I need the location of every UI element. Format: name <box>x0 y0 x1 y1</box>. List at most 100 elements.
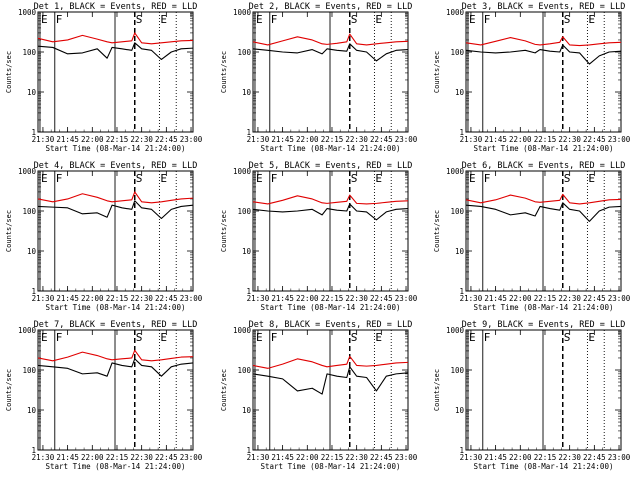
x-tick-label: 22:45 <box>370 453 393 462</box>
y-tick-label: 1 <box>459 287 464 296</box>
x-tick-label: 21:30 <box>460 453 483 462</box>
flag-label: S <box>351 331 358 344</box>
panel-title: Det 5, BLACK = Events, RED = LLD <box>249 161 413 171</box>
x-tick-label: 22:45 <box>155 135 178 144</box>
flag-label: E <box>256 13 263 26</box>
flag-label: S <box>136 172 143 185</box>
plot-frame <box>37 11 194 133</box>
x-tick-label: 22:15 <box>106 294 129 303</box>
y-tick-label: 100 <box>22 207 36 216</box>
x-tick-label: 22:45 <box>155 453 178 462</box>
y-tick-label: 1000 <box>233 167 252 176</box>
chart-panel-9: Det 9, BLACK = Events, RED = LLD 1 10 100 10… <box>433 320 631 471</box>
x-axis-label: Start Time (08-Mar-14 21:24:00) <box>261 144 401 153</box>
y-tick-label: 100 <box>450 48 464 57</box>
panel-title: Det 4, BLACK = Events, RED = LLD <box>34 161 198 171</box>
flag-label: E <box>160 172 167 185</box>
x-tick-label: 22:30 <box>558 453 581 462</box>
series-line-events <box>252 366 409 395</box>
chart-panel-4: Det 4, BLACK = Events, RED = LLD 1 10 100 10… <box>5 161 203 312</box>
flag-label: E <box>160 13 167 26</box>
x-tick-label: 22:00 <box>81 135 104 144</box>
y-tick-label: 1 <box>459 446 464 455</box>
x-tick-label: 21:30 <box>32 135 55 144</box>
plot-frame <box>37 170 194 292</box>
x-tick-label: 22:15 <box>106 453 129 462</box>
flag-label: S <box>136 331 143 344</box>
x-tick-label: 22:00 <box>81 453 104 462</box>
y-axis-label: Counts/sec <box>433 369 441 411</box>
panel-title: Det 6, BLACK = Events, RED = LLD <box>462 161 626 171</box>
x-tick-label: 22:30 <box>130 453 153 462</box>
series-line-lld <box>252 355 409 369</box>
x-tick-label: 23:00 <box>395 453 418 462</box>
x-axis-label: Start Time (08-Mar-14 21:24:00) <box>46 303 186 312</box>
chart-panel-5: Det 5, BLACK = Events, RED = LLD 1 10 100 10… <box>220 161 418 312</box>
series-line-events <box>37 358 194 377</box>
flag-label: E <box>41 13 48 26</box>
y-tick-label: 10 <box>455 247 465 256</box>
y-tick-label: 1 <box>246 128 251 137</box>
flag-label: F <box>484 331 491 344</box>
y-axis-label: Counts/sec <box>5 369 13 411</box>
flag-label: E <box>469 331 476 344</box>
y-axis-label: Counts/sec <box>220 51 228 93</box>
x-tick-label: 23:00 <box>608 135 631 144</box>
y-tick-label: 100 <box>237 48 251 57</box>
y-axis-label: Counts/sec <box>5 51 13 93</box>
chart-panel-2: Det 2, BLACK = Events, RED = LLD 1 10 100 10… <box>220 2 418 153</box>
y-tick-label: 1 <box>31 128 36 137</box>
flag-label: E <box>256 172 263 185</box>
x-tick-label: 22:45 <box>583 453 606 462</box>
flag-label: F <box>484 172 491 185</box>
x-tick-label: 22:15 <box>534 453 557 462</box>
x-tick-label: 21:30 <box>32 294 55 303</box>
x-tick-label: 23:00 <box>180 453 203 462</box>
y-axis-label: Counts/sec <box>433 51 441 93</box>
flag-label: E <box>375 331 382 344</box>
y-tick-label: 1000 <box>446 167 465 176</box>
series-line-lld <box>37 32 194 45</box>
series-line-events <box>252 203 409 221</box>
x-axis-label: Start Time (08-Mar-14 21:24:00) <box>474 144 614 153</box>
x-tick-label: 21:45 <box>484 135 507 144</box>
chart-panel-6: Det 6, BLACK = Events, RED = LLD 1 10 100 10… <box>433 161 631 312</box>
x-tick-label: 22:30 <box>345 294 368 303</box>
series-line-events <box>37 42 194 61</box>
y-tick-label: 10 <box>455 406 465 415</box>
y-tick-label: 1000 <box>18 167 37 176</box>
x-tick-label: 22:00 <box>81 294 104 303</box>
y-tick-label: 1 <box>31 446 36 455</box>
y-tick-label: 10 <box>242 247 252 256</box>
y-axis-label: Counts/sec <box>220 369 228 411</box>
x-tick-label: 23:00 <box>395 135 418 144</box>
flag-label: E <box>469 172 476 185</box>
plot-frame <box>465 11 622 133</box>
y-tick-label: 10 <box>27 247 37 256</box>
x-tick-label: 23:00 <box>180 135 203 144</box>
panel-title: Det 2, BLACK = Events, RED = LLD <box>249 2 413 12</box>
series-line-events <box>465 202 622 222</box>
y-tick-label: 100 <box>22 366 36 375</box>
flag-label: S <box>564 13 571 26</box>
y-axis-label: Counts/sec <box>433 210 441 252</box>
plot-frame <box>465 329 622 451</box>
x-tick-label: 21:45 <box>484 294 507 303</box>
x-tick-label: 21:30 <box>32 453 55 462</box>
x-axis-label: Start Time (08-Mar-14 21:24:00) <box>261 462 401 471</box>
plot-frame <box>252 11 409 133</box>
series-line-lld <box>465 36 622 47</box>
x-tick-label: 21:45 <box>56 135 79 144</box>
flag-label: E <box>375 172 382 185</box>
panel-title: Det 3, BLACK = Events, RED = LLD <box>462 2 626 12</box>
x-tick-label: 22:45 <box>370 294 393 303</box>
y-tick-label: 100 <box>237 207 251 216</box>
x-axis-label: Start Time (08-Mar-14 21:24:00) <box>46 462 186 471</box>
flag-label: F <box>271 172 278 185</box>
panel-title: Det 8, BLACK = Events, RED = LLD <box>249 320 413 330</box>
x-tick-label: 21:45 <box>271 453 294 462</box>
y-tick-label: 1000 <box>446 8 465 17</box>
series-line-events <box>465 44 622 65</box>
y-tick-label: 10 <box>27 406 37 415</box>
